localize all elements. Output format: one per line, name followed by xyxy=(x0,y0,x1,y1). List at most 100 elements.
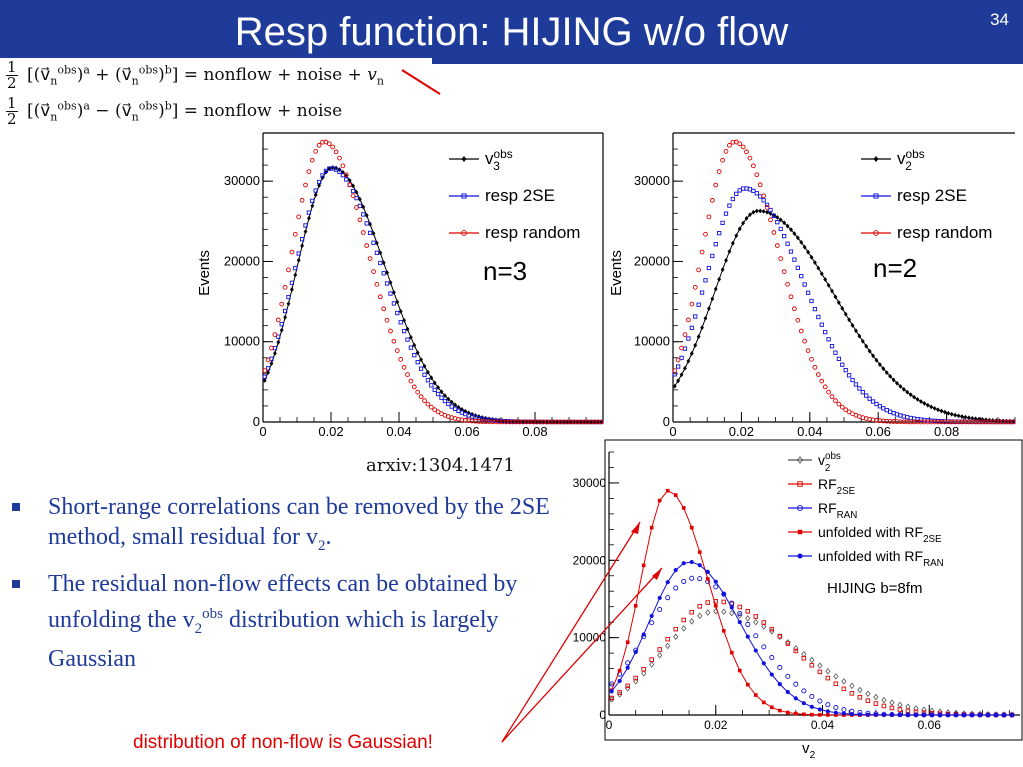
y-tick-label: 30000 xyxy=(224,173,260,188)
data-point xyxy=(913,712,918,718)
square-bullet-icon xyxy=(12,503,20,511)
data-point xyxy=(625,665,630,670)
data-point xyxy=(817,698,823,704)
y-tick-label: 10000 xyxy=(634,334,670,349)
data-point xyxy=(374,240,379,246)
data-point xyxy=(717,276,722,282)
data-point xyxy=(833,704,839,711)
bullet-list: Short-range correlations can be removed … xyxy=(10,492,550,682)
data-point xyxy=(729,609,735,617)
data-point xyxy=(809,704,814,709)
data-point xyxy=(578,419,583,425)
data-point xyxy=(819,322,824,327)
legend-label: resp random xyxy=(897,223,992,242)
data-point xyxy=(337,155,342,161)
data-point xyxy=(422,363,427,369)
data-point xyxy=(833,710,838,715)
data-point xyxy=(854,328,858,334)
data-point xyxy=(758,208,763,214)
data-point xyxy=(829,344,835,349)
data-point xyxy=(692,284,698,290)
data-point xyxy=(592,419,597,425)
data-point xyxy=(864,393,869,398)
data-point xyxy=(703,231,708,237)
data-point xyxy=(737,610,743,616)
legend-marker xyxy=(797,529,803,535)
data-point xyxy=(344,173,349,179)
data-point xyxy=(897,707,903,712)
data-point xyxy=(834,713,838,717)
data-point xyxy=(657,606,663,613)
y-tick-label: 20000 xyxy=(224,253,260,268)
chart-annotation: n=3 xyxy=(483,256,527,286)
data-point xyxy=(265,366,271,371)
data-point xyxy=(453,402,458,408)
data-point xyxy=(697,604,703,609)
data-point xyxy=(953,412,958,418)
data-point xyxy=(841,711,846,716)
data-point xyxy=(411,384,417,390)
data-point xyxy=(720,157,725,163)
bullet-unfolding: The residual non-flow effects can be obt… xyxy=(10,569,550,674)
data-point xyxy=(777,708,782,713)
data-point xyxy=(323,169,328,175)
data-point xyxy=(817,707,822,712)
data-point xyxy=(361,212,366,217)
data-point xyxy=(806,249,811,255)
data-point xyxy=(949,411,954,417)
data-point xyxy=(296,214,302,220)
legend-marker xyxy=(873,230,879,236)
data-point xyxy=(873,701,879,706)
data-point xyxy=(816,314,821,320)
data-point xyxy=(657,498,662,503)
data-point xyxy=(415,389,421,395)
data-point xyxy=(829,394,835,400)
data-point xyxy=(425,369,430,375)
data-point xyxy=(769,626,775,632)
data-point xyxy=(963,414,968,420)
data-point xyxy=(269,345,274,351)
data-point xyxy=(905,389,910,395)
data-point xyxy=(897,712,902,718)
data-point xyxy=(793,648,799,654)
data-point xyxy=(881,366,886,372)
data-point xyxy=(761,193,767,199)
data-point xyxy=(809,693,815,700)
data-point xyxy=(673,585,679,591)
data-point xyxy=(753,648,758,653)
x-tick-label: 0.02 xyxy=(318,424,343,439)
data-point xyxy=(713,242,718,247)
data-point xyxy=(391,301,397,306)
data-point xyxy=(793,696,798,701)
data-point xyxy=(412,353,417,358)
chart-n3: 0 0.02 0.04 0.06 0.08 0 10000 20000 30000 Events v… xyxy=(196,132,604,439)
data-point xyxy=(425,378,431,383)
data-point xyxy=(860,390,865,395)
data-point xyxy=(833,398,838,404)
data-point xyxy=(782,220,787,226)
data-point xyxy=(313,188,318,193)
data-point xyxy=(706,265,712,271)
data-point xyxy=(286,294,291,300)
data-point xyxy=(649,620,655,626)
data-point xyxy=(847,317,852,323)
data-point xyxy=(395,310,400,316)
arrow-head xyxy=(652,568,662,580)
legend-marker xyxy=(461,193,467,199)
data-point xyxy=(809,298,814,304)
data-point xyxy=(895,380,899,386)
data-point xyxy=(422,372,427,377)
data-point xyxy=(843,311,848,317)
data-point xyxy=(727,203,732,208)
data-point xyxy=(265,357,271,363)
data-point xyxy=(665,595,671,601)
data-point xyxy=(633,675,638,681)
data-point xyxy=(696,334,701,340)
legend-label: resp 2SE xyxy=(485,186,555,205)
data-point xyxy=(682,332,688,337)
x-tick-label: 0.08 xyxy=(522,424,547,439)
data-point xyxy=(340,163,346,169)
data-point xyxy=(279,301,285,307)
data-point xyxy=(649,657,654,662)
